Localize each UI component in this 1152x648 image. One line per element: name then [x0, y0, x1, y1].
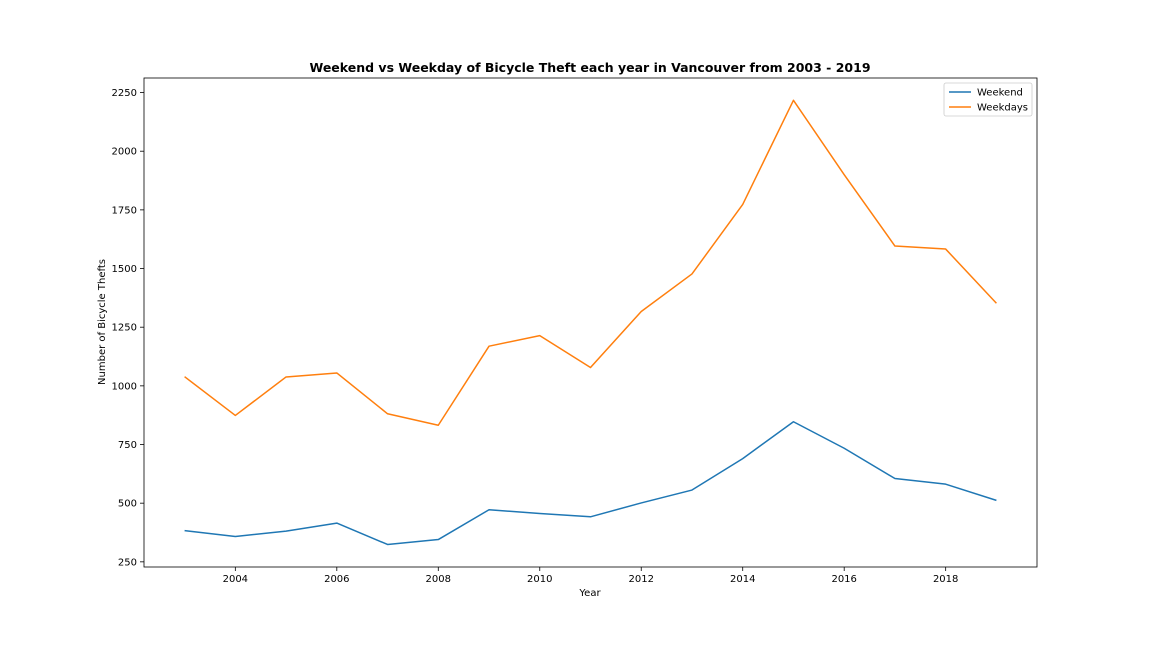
y-tick-label: 750: [118, 440, 137, 451]
y-tick-label: 1000: [112, 381, 137, 392]
series-line-weekend: [184, 421, 997, 546]
legend: Weekend Weekdays: [943, 82, 1033, 117]
y-tick-label: 2000: [112, 147, 137, 158]
y-tick-label: 1250: [112, 323, 137, 334]
y-tick-label: 1750: [112, 205, 137, 216]
x-tick-label: 2014: [730, 574, 755, 585]
x-tick-label: 2004: [223, 574, 248, 585]
x-tick-label: 2006: [324, 574, 349, 585]
legend-label-weekdays: Weekdays: [977, 103, 1028, 114]
plot-area: 2004 2006 2008 2010 2012 2014 2016 2018 250 500 75…: [112, 88, 997, 585]
x-tick-label: 2010: [527, 574, 552, 585]
y-tick-label: 1500: [112, 264, 137, 275]
y-tick-label: 500: [118, 499, 137, 510]
y-axis-label: Number of Bicycle Thefts: [97, 259, 108, 385]
chart-title: Weekend vs Weekday of Bicycle Theft each…: [309, 60, 870, 75]
x-tick-label: 2016: [831, 574, 856, 585]
y-tick-label: 250: [118, 557, 137, 568]
series-line-weekdays: [184, 99, 997, 427]
x-axis-label: Year: [578, 588, 601, 599]
x-tick-label: 2008: [426, 574, 451, 585]
legend-label-weekend: Weekend: [977, 88, 1023, 99]
y-tick-label: 2250: [112, 88, 137, 99]
x-tick-label: 2012: [629, 574, 654, 585]
x-tick-label: 2018: [933, 574, 958, 585]
plot-frame: [143, 77, 1038, 568]
